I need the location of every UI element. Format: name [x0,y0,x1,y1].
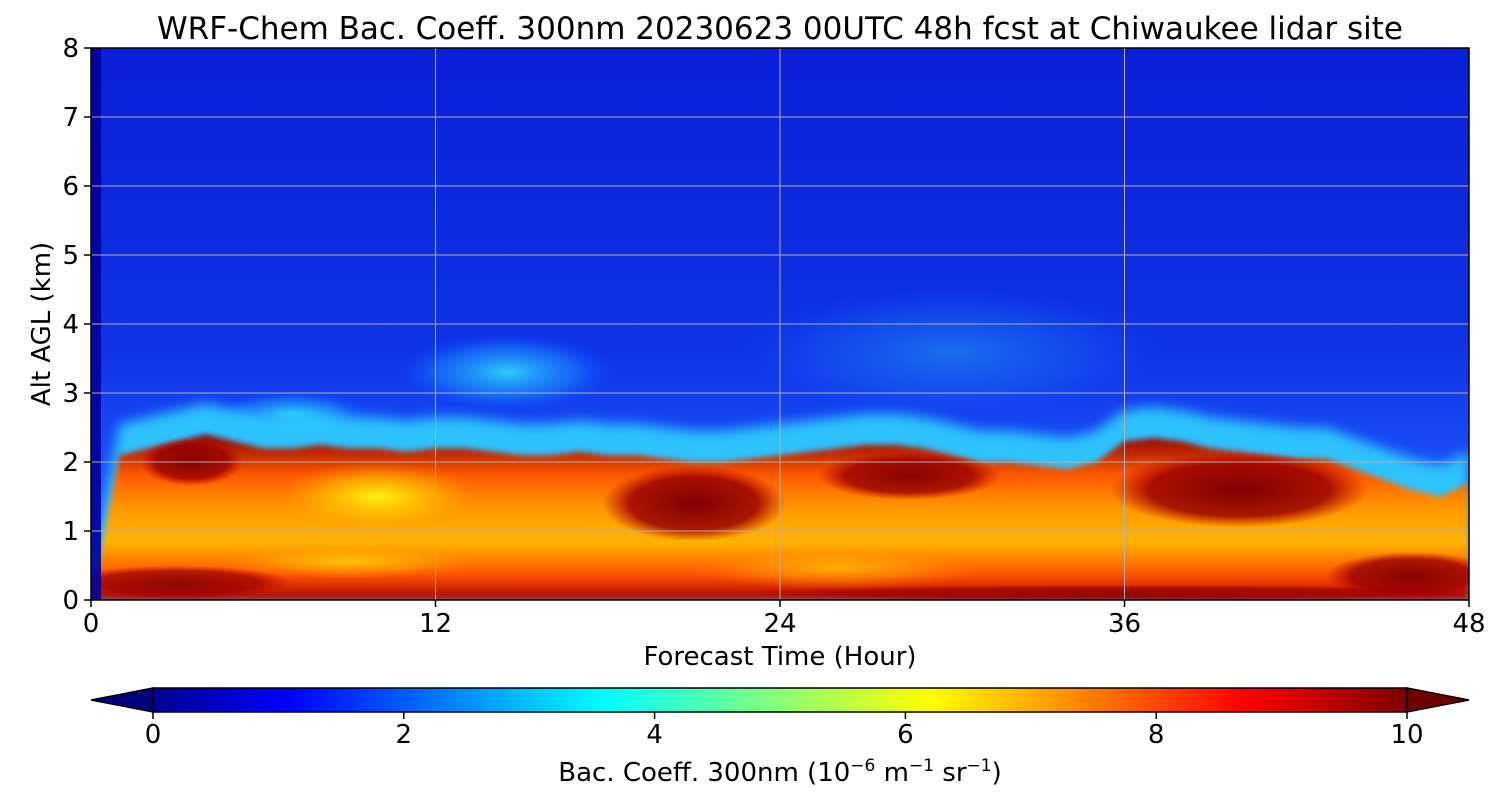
field-blob [392,330,623,414]
y-tick-label: 4 [62,310,79,340]
field-blob [91,565,292,600]
field-blob [1110,451,1369,528]
y-axis: 0 1 2 3 4 5 6 7 8 [62,34,91,616]
field-blob [220,544,479,580]
y-tick-label: 2 [62,448,79,478]
y-tick-label: 7 [62,103,79,133]
colorbar-extend-low [90,687,154,713]
field-blob [602,465,786,542]
chart-title: WRF-Chem Bac. Coeff. 300nm 20230623 00UT… [157,11,1403,47]
field-blob [693,548,981,590]
y-axis-label: Alt AGL (km) [27,242,57,406]
y-tick-label: 0 [62,586,79,616]
y-tick-label: 6 [62,172,79,202]
x-axis-label: Forecast Time (Hour) [643,642,916,672]
colorbar: 0 2 4 6 8 10 Bac. Coeff. 300nm (10−6 m−1 sr−1… [90,687,1470,788]
field-blob [722,584,1469,600]
field-blob [277,462,479,531]
field-blob [722,282,1182,421]
y-tick-label: 3 [62,379,79,409]
x-tick-label: 24 [763,609,796,639]
x-axis: 0 12 24 36 48 [83,600,1486,639]
colorbar-tick-label: 10 [1390,720,1423,750]
x-tick-label: 12 [419,609,452,639]
field-blob [817,451,1002,500]
y-tick-label: 1 [62,517,79,547]
colorbar-extend-high [1406,687,1470,713]
x-tick-label: 48 [1452,609,1485,639]
colorbar-tick-label: 0 [145,720,162,750]
y-tick-label: 5 [62,241,79,271]
colorbar-tick-label: 6 [897,720,914,750]
colorbar-tick-label: 8 [1148,720,1165,750]
colorbar-gradient [153,688,1407,712]
colorbar-tick-label: 4 [646,720,663,750]
x-tick-label: 0 [83,609,100,639]
heatmap-field [91,48,1469,600]
colorbar-label: Bac. Coeff. 300nm (10−6 m−1 sr−1) [558,756,1001,788]
y-tick-label: 8 [62,34,79,64]
x-tick-label: 36 [1108,609,1141,639]
colorbar-frame [152,687,1408,713]
colorbar-tick-label: 2 [396,720,413,750]
